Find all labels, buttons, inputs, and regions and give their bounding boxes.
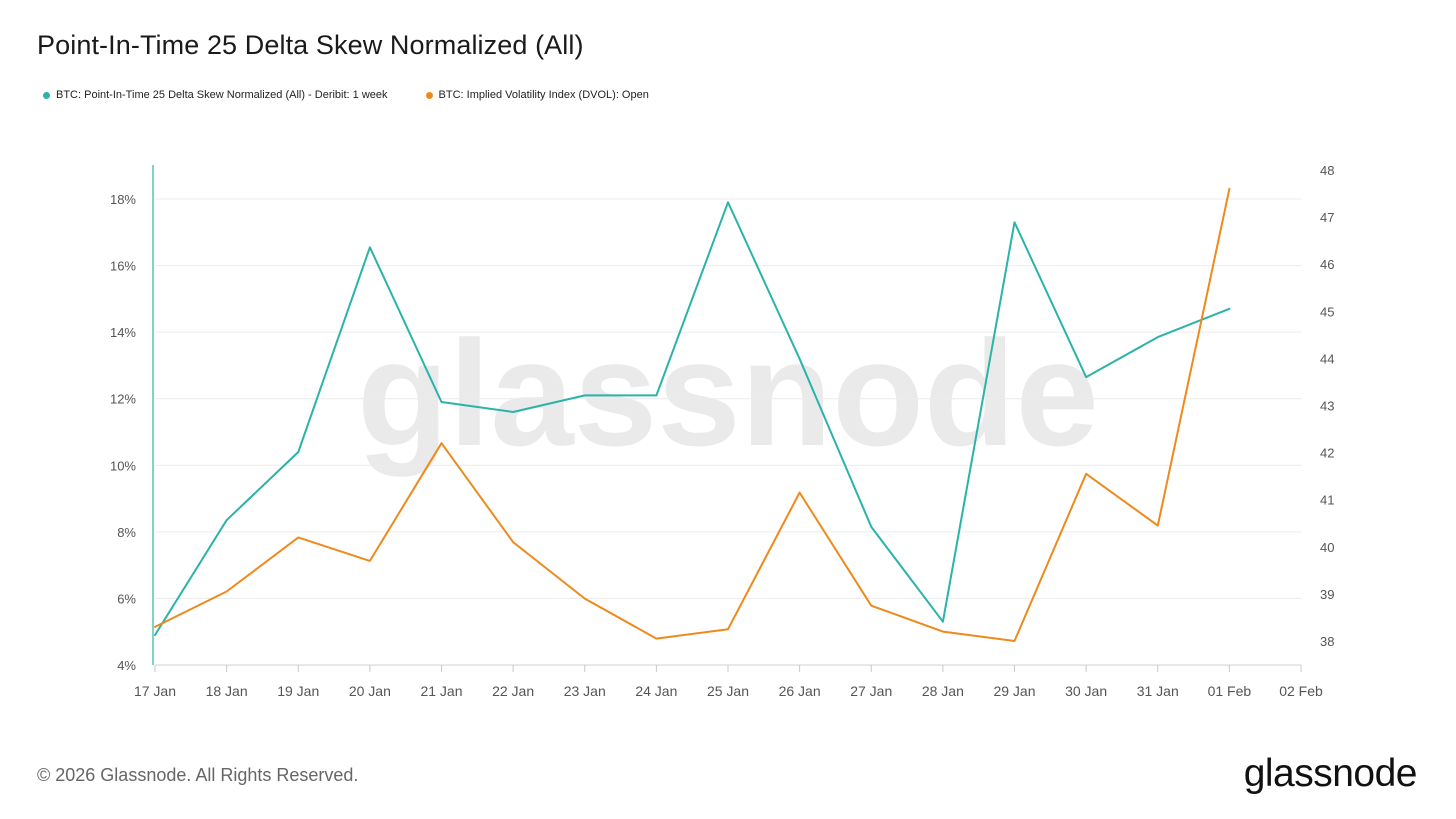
- x-tick-label: 30 Jan: [1065, 683, 1107, 699]
- x-tick-label: 21 Jan: [420, 683, 462, 699]
- grid-lines: [155, 198, 1301, 666]
- x-tick-label: 25 Jan: [707, 683, 749, 699]
- x-tick-label: 17 Jan: [134, 683, 176, 699]
- dvol-series-line: [154, 187, 1231, 642]
- x-tick-label: 01 Feb: [1208, 683, 1252, 699]
- x-tick-label: 26 Jan: [779, 683, 821, 699]
- legend-label-dvol: BTC: Implied Volatility Index (DVOL): Op…: [438, 89, 649, 101]
- x-tick-label: 18 Jan: [206, 683, 248, 699]
- y-left-tick-label: 14%: [110, 325, 136, 340]
- skew-series-line: [154, 201, 1231, 636]
- legend-item-dvol[interactable]: BTC: Implied Volatility Index (DVOL): Op…: [425, 89, 649, 101]
- y-left-tick-label: 18%: [110, 192, 136, 207]
- y-right-tick-label: 39: [1320, 587, 1334, 602]
- y-right-tick-label: 47: [1320, 210, 1334, 225]
- y-right-tick-label: 46: [1320, 257, 1334, 272]
- x-tick-label: 29 Jan: [993, 683, 1035, 699]
- y-right-tick-label: 43: [1320, 399, 1334, 414]
- axes: 4% 6% 8% 10% 12% 14% 16% 18% 38 39 40 41 42 43 44 45 46 4…: [110, 163, 1335, 699]
- x-tick-label: 24 Jan: [635, 683, 677, 699]
- y-right-tick-label: 48: [1320, 163, 1334, 178]
- y-right-tick-label: 45: [1320, 304, 1334, 319]
- y-left-tick-label: 12%: [110, 392, 136, 407]
- x-tick-label: 19 Jan: [277, 683, 319, 699]
- y-right-tick-label: 38: [1320, 634, 1334, 649]
- chart-title: Point-In-Time 25 Delta Skew Normalized (…: [37, 30, 584, 60]
- legend-label-skew: BTC: Point-In-Time 25 Delta Skew Normali…: [56, 89, 388, 101]
- legend: BTC: Point-In-Time 25 Delta Skew Normali…: [43, 89, 649, 101]
- y-left-tick-label: 8%: [117, 525, 136, 540]
- x-tick-label: 20 Jan: [349, 683, 391, 699]
- copyright-footer: © 2026 Glassnode. All Rights Reserved.: [37, 765, 359, 785]
- y-left-tick-label: 6%: [117, 591, 136, 606]
- y-left-tick-label: 16%: [110, 259, 136, 274]
- y-left-tick-label: 4%: [117, 658, 136, 673]
- legend-dot-skew: [43, 91, 50, 99]
- x-tick-label: 23 Jan: [564, 683, 606, 699]
- y-right-tick-label: 41: [1320, 493, 1334, 508]
- x-tick-label: 31 Jan: [1137, 683, 1179, 699]
- x-tick-label: 22 Jan: [492, 683, 534, 699]
- x-tick-label: 27 Jan: [850, 683, 892, 699]
- x-tick-label: 28 Jan: [922, 683, 964, 699]
- y-left-tick-label: 10%: [110, 458, 136, 473]
- brand-logo: glassnode: [1243, 752, 1418, 795]
- series-lines: [154, 187, 1231, 642]
- watermark: glassnode: [357, 309, 1099, 477]
- y-right-tick-label: 40: [1320, 540, 1334, 555]
- y-right-tick-label: 44: [1320, 351, 1334, 366]
- x-tick-label: 02 Feb: [1279, 683, 1323, 699]
- legend-dot-dvol: [425, 91, 433, 99]
- legend-item-skew[interactable]: BTC: Point-In-Time 25 Delta Skew Normali…: [43, 89, 388, 101]
- y-right-tick-label: 42: [1320, 446, 1334, 461]
